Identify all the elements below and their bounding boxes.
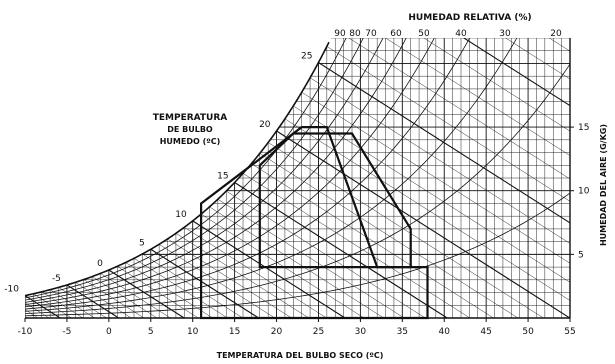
wet-bulb-label: 15 (217, 171, 228, 181)
x-tick-label: 25 (313, 327, 324, 337)
wet-bulb-line (251, 163, 494, 318)
wet-bulb-line (217, 199, 405, 318)
wet-bulb-line (293, 105, 570, 318)
rh-label: 30 (499, 29, 511, 39)
wet-bulb-label: 0 (97, 259, 103, 269)
wet-bulb-line (234, 182, 448, 318)
chart-axes: -10 -5 0 5 10 15 20 25 30 35 40 45 50 5551015-10-5051… (4, 29, 589, 337)
wet-bulb-line (41, 291, 84, 318)
saturation-curve (24, 41, 330, 297)
rh-label: 90 (334, 29, 346, 39)
x-tick-label: 45 (480, 327, 491, 337)
wet-bulb-line (133, 258, 228, 318)
wet-bulb-line (25, 300, 28, 318)
rh-curve (25, 38, 357, 299)
wet-bulb-line (142, 253, 243, 318)
wet-bulb-line (368, 38, 570, 318)
wet-bulb-line (242, 173, 471, 318)
wet-bulb-line (309, 77, 570, 318)
x-tick-label: 15 (229, 327, 240, 337)
wet-bulb-line (125, 262, 213, 318)
rh-curve (25, 38, 395, 303)
x-tick-label: 30 (355, 327, 367, 337)
wet-bulb-line (25, 298, 39, 318)
wet-bulb-line (284, 118, 570, 318)
rh-label: 40 (455, 29, 467, 39)
wet-bulb-line (184, 227, 327, 318)
x-tick-label: 0 (106, 327, 112, 337)
wet-bulb-line (351, 38, 570, 318)
rh-label: 60 (390, 29, 402, 39)
wet-bulb-line (318, 62, 570, 318)
wet-bulb-line (301, 92, 570, 318)
wet-bulb-line (150, 248, 259, 318)
wet-bulb-label: 20 (259, 120, 271, 130)
rh-label: 70 (365, 29, 377, 39)
x-tick-label: 20 (271, 327, 283, 337)
x-tick-label: 35 (397, 327, 408, 337)
left-label-line-2: DE BULBO (167, 125, 213, 134)
rh-curve (25, 38, 529, 312)
chart-grid (0, 38, 570, 318)
wet-bulb-line (91, 276, 158, 318)
rh-curve (25, 38, 483, 310)
top-label: HUMEDAD RELATIVA (%) (408, 13, 531, 23)
rh-label: 50 (418, 29, 430, 39)
x-tick-label: 10 (187, 327, 199, 337)
wet-bulb-line (117, 266, 199, 318)
grid-clipped (0, 38, 570, 318)
wet-bulb-line (343, 38, 570, 318)
wet-bulb-line (0, 302, 17, 318)
rh-curve (25, 63, 570, 314)
wet-bulb-line (385, 38, 570, 318)
wet-bulb-label: -5 (52, 274, 61, 284)
wet-bulb-label: 10 (175, 210, 187, 220)
wet-bulb-line (259, 153, 519, 318)
wet-bulb-line (167, 238, 292, 318)
x-axis-label: TEMPERATURA DEL BULBO SECO (ºC) (217, 351, 384, 360)
comfort-zone-2 (258, 132, 412, 269)
wet-bulb-line (159, 244, 275, 318)
left-label-line-3: HUMEDO (ºC) (160, 137, 221, 146)
wet-bulb-label: 5 (139, 238, 145, 248)
rh-curve (25, 192, 570, 317)
wet-bulb-label: -10 (4, 285, 19, 295)
wet-bulb-line (83, 279, 145, 318)
rh-curve (25, 38, 445, 308)
y-tick-label: 15 (578, 123, 589, 133)
y-axis-label: HUMEDAD DEL AIRE (G/KG) (599, 124, 608, 246)
left-label-line-1: TEMPERATURA (153, 113, 228, 123)
wet-bulb-line (25, 297, 50, 318)
y-tick-label: 10 (578, 187, 590, 197)
x-tick-label: 40 (439, 327, 451, 337)
wet-bulb-line (276, 130, 570, 318)
rh-curve (25, 38, 374, 301)
x-tick-label: -10 (18, 327, 33, 337)
wet-bulb-line (326, 46, 570, 318)
x-tick-label: 55 (564, 327, 575, 337)
x-tick-label: 50 (522, 327, 534, 337)
wet-bulb-label: 25 (301, 52, 312, 62)
rh-label: 80 (349, 29, 361, 39)
wet-bulb-line (209, 206, 384, 318)
x-tick-label: 5 (148, 327, 154, 337)
wet-bulb-line (335, 38, 570, 318)
wet-bulb-line (192, 220, 346, 318)
x-tick-label: -5 (62, 327, 71, 337)
rh-label: 20 (550, 29, 562, 39)
rh-curve (25, 38, 416, 305)
y-tick-label: 5 (578, 250, 584, 260)
wet-bulb-line (360, 38, 570, 318)
